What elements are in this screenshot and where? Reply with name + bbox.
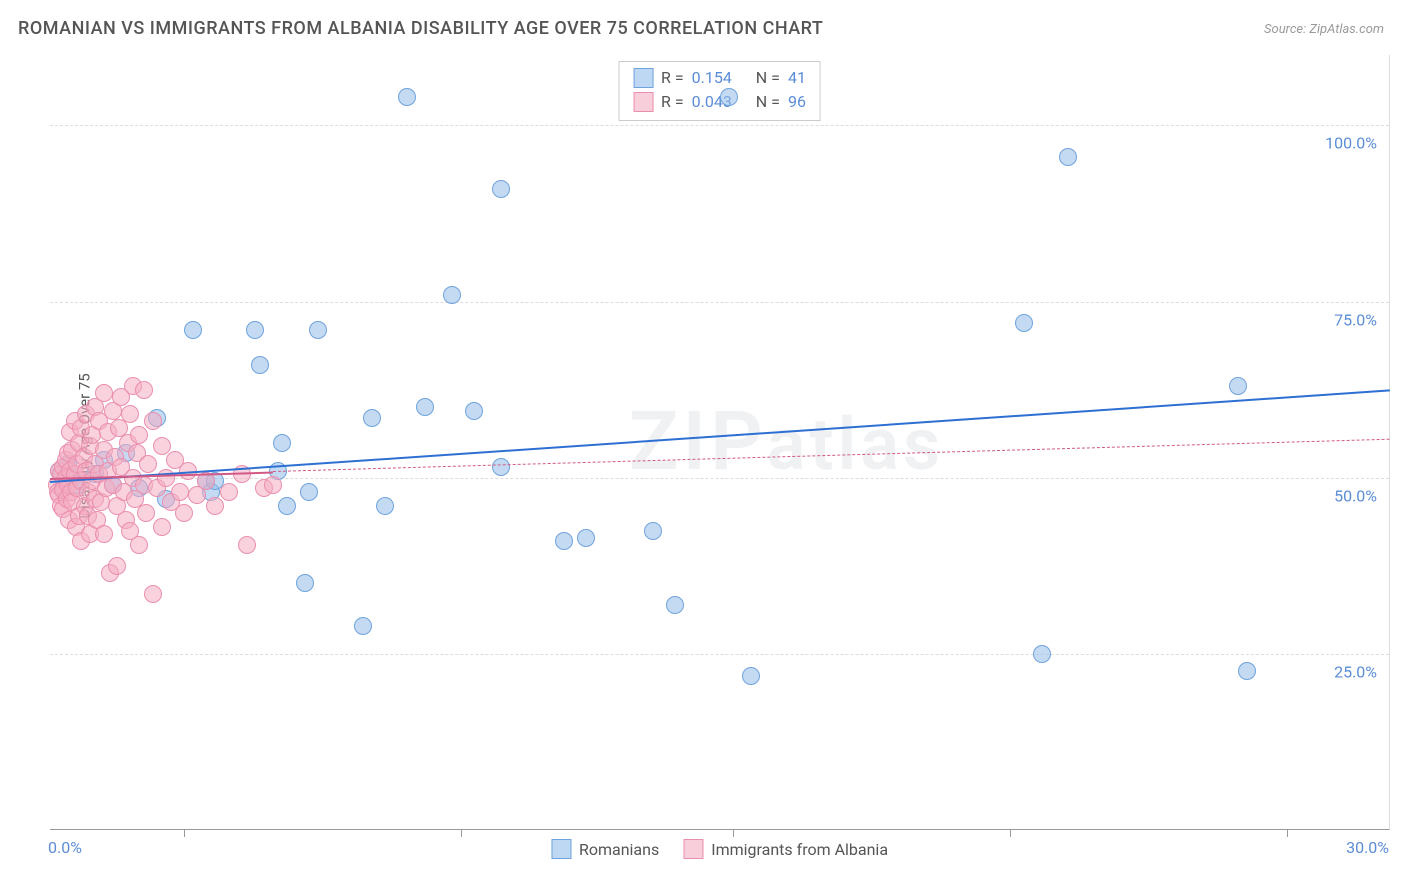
point-albania [137,504,155,522]
source-attribution: Source: ZipAtlas.com [1264,22,1384,37]
y-tick-label: 25.0% [1334,662,1377,681]
point-romanians [354,617,372,635]
point-albania [264,476,282,494]
point-romanians [278,497,296,515]
point-albania [139,455,157,473]
point-romanians [416,398,434,416]
y-tick-label: 75.0% [1334,310,1377,329]
point-romanians [666,596,684,614]
point-romanians [443,286,461,304]
point-romanians [363,409,381,427]
watermark: ZIPatlas [629,394,944,490]
point-romanians [251,356,269,374]
x-axis-max-label: 30.0% [1346,838,1389,857]
point-albania [157,469,175,487]
point-albania [175,504,193,522]
trend-line [50,390,1390,484]
x-axis-min-label: 0.0% [48,838,82,857]
y-tick-label: 100.0% [1325,134,1377,153]
point-albania [144,585,162,603]
legend-label-1: Romanians [579,840,659,859]
r-label: R = [661,66,684,90]
legend-item-2: Immigrants from Albania [683,839,888,859]
point-albania [171,483,189,501]
n-value-1: 41 [788,66,806,90]
point-albania [108,557,126,575]
point-albania [95,384,113,402]
n-label: N = [756,90,780,114]
r-value-1: 0.154 [692,66,732,90]
point-albania [135,381,153,399]
point-albania [238,536,256,554]
point-romanians [246,321,264,339]
point-romanians [184,321,202,339]
swatch-blue [551,839,571,859]
series-legend: Romanians Immigrants from Albania [551,839,888,859]
point-albania [220,483,238,501]
correlation-legend: R = 0.154 N = 41 R = 0.043 N = 96 [618,61,821,121]
n-value-2: 96 [788,90,806,114]
y-tick-label: 50.0% [1334,486,1377,505]
point-romanians [1033,645,1051,663]
chart-title: ROMANIAN VS IMMIGRANTS FROM ALBANIA DISA… [18,18,823,39]
x-tick [184,829,185,837]
point-romanians [1229,377,1247,395]
point-romanians [376,497,394,515]
n-label: N = [756,66,780,90]
point-romanians [492,458,510,476]
point-romanians [720,88,738,106]
point-romanians [1015,314,1033,332]
point-romanians [492,180,510,198]
gridline [50,478,1389,479]
swatch-blue [633,68,653,88]
x-tick [461,829,462,837]
x-tick [733,829,734,837]
point-romanians [577,529,595,547]
point-albania [144,412,162,430]
point-romanians [398,88,416,106]
point-romanians [309,321,327,339]
point-romanians [555,532,573,550]
scatter-plot-area: ZIPatlas R = 0.154 N = 41 R = 0.043 N = … [50,55,1390,830]
gridline [50,125,1389,126]
legend-item-1: Romanians [551,839,659,859]
point-albania [95,525,113,543]
x-tick [1010,829,1011,837]
r-label: R = [661,90,684,114]
point-albania [121,405,139,423]
legend-label-2: Immigrants from Albania [711,840,888,859]
point-romanians [465,402,483,420]
swatch-pink [683,839,703,859]
point-albania [153,437,171,455]
point-albania [206,497,224,515]
point-romanians [300,483,318,501]
x-tick [1287,829,1288,837]
point-albania [153,518,171,536]
point-romanians [273,434,291,452]
point-romanians [1238,662,1256,680]
point-romanians [296,574,314,592]
point-albania [130,426,148,444]
legend-row-1: R = 0.154 N = 41 [633,66,806,90]
point-romanians [644,522,662,540]
gridline [50,302,1389,303]
point-romanians [1059,148,1077,166]
point-romanians [742,667,760,685]
point-albania [130,536,148,554]
swatch-pink [633,92,653,112]
gridline [50,654,1389,655]
